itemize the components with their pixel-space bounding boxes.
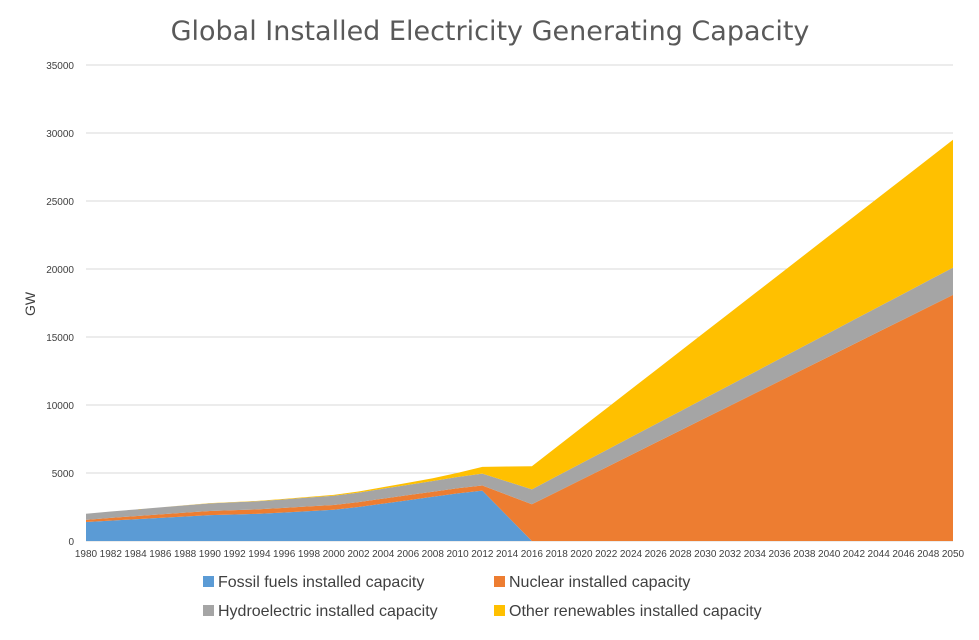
x-axis: 1980 1982 1984 1986 1988 1990 1992 1994 1996 1998…: [75, 549, 965, 560]
x-tick-label: 2036: [768, 549, 791, 560]
plot-areas: [86, 139, 953, 541]
y-tick-label: 10000: [46, 401, 74, 412]
legend-swatch: [494, 576, 505, 587]
x-tick-label: 1984: [124, 549, 147, 560]
chart-title: Global Installed Electricity Generating …: [171, 16, 810, 47]
x-tick-label: 2020: [570, 549, 593, 560]
x-tick-label: 2038: [793, 549, 816, 560]
area-other-renewables-installed-capacity: [86, 139, 953, 514]
x-tick-label: 1986: [149, 549, 172, 560]
x-tick-label: 2044: [868, 549, 891, 560]
legend-label: Hydroelectric installed capacity: [218, 603, 438, 620]
x-tick-label: 2008: [422, 549, 445, 560]
x-tick-label: 1994: [248, 549, 271, 560]
x-tick-label: 2028: [669, 549, 692, 560]
x-tick-label: 2024: [620, 549, 643, 560]
x-tick-label: 1980: [75, 549, 98, 560]
x-tick-label: 2000: [323, 549, 346, 560]
x-tick-label: 1992: [224, 549, 247, 560]
legend: Fossil fuels installed capacity Nuclear i…: [203, 574, 762, 620]
y-axis: 0 5000 10000 15000 20000 25000 30000 35000: [46, 61, 74, 548]
legend-label: Fossil fuels installed capacity: [218, 574, 424, 591]
legend-swatch: [494, 605, 505, 616]
x-tick-label: 2030: [694, 549, 717, 560]
x-tick-label: 2022: [595, 549, 618, 560]
y-tick-label: 15000: [46, 333, 74, 344]
y-tick-label: 5000: [52, 469, 75, 480]
x-tick-label: 2046: [892, 549, 915, 560]
x-tick-label: 2010: [446, 549, 469, 560]
y-tick-label: 0: [68, 537, 74, 548]
legend-label: Nuclear installed capacity: [509, 574, 690, 591]
x-tick-label: 1998: [298, 549, 321, 560]
y-tick-label: 20000: [46, 265, 74, 276]
x-tick-label: 2016: [521, 549, 544, 560]
x-tick-label: 1996: [273, 549, 296, 560]
area-fossil-fuels-installed-capacity: [86, 490, 953, 541]
y-tick-label: 30000: [46, 129, 74, 140]
y-tick-label: 25000: [46, 197, 74, 208]
legend-label: Other renewables installed capacity: [509, 603, 762, 620]
x-tick-label: 2050: [942, 549, 965, 560]
x-tick-label: 2040: [818, 549, 841, 560]
x-tick-label: 2014: [496, 549, 519, 560]
area-nuclear-installed-capacity: [86, 294, 953, 541]
x-tick-label: 2012: [471, 549, 494, 560]
x-tick-label: 2042: [843, 549, 866, 560]
x-tick-label: 2026: [645, 549, 668, 560]
x-tick-label: 2034: [744, 549, 767, 560]
gridlines: [86, 64, 953, 542]
x-tick-label: 2018: [546, 549, 569, 560]
x-tick-label: 2032: [719, 549, 742, 560]
x-tick-label: 2006: [397, 549, 420, 560]
x-tick-label: 2004: [372, 549, 395, 560]
x-tick-label: 2048: [917, 549, 940, 560]
y-tick-label: 35000: [46, 61, 74, 72]
legend-swatch: [203, 605, 214, 616]
x-tick-label: 1982: [100, 549, 123, 560]
x-tick-label: 1990: [199, 549, 222, 560]
x-tick-label: 2002: [347, 549, 370, 560]
y-axis-label: GW: [22, 291, 38, 316]
legend-swatch: [203, 576, 214, 587]
x-tick-label: 1988: [174, 549, 197, 560]
